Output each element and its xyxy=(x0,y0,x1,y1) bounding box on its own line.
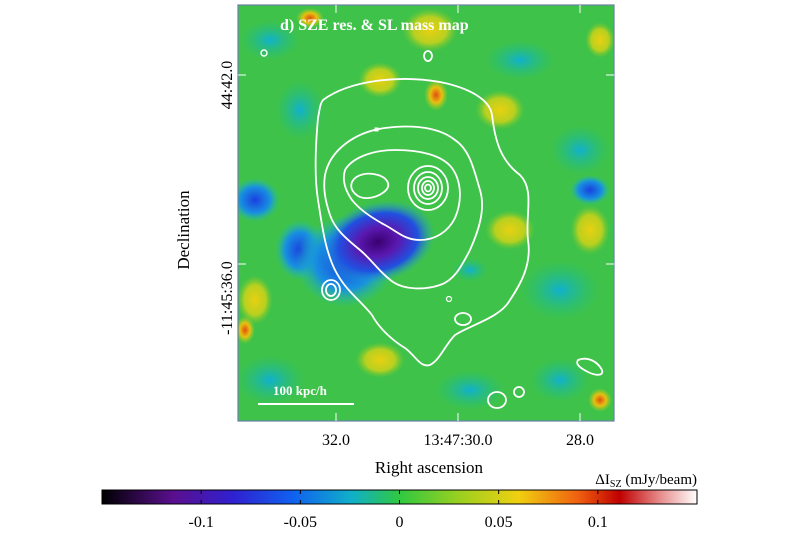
colorbar-tick-label: 0.1 xyxy=(588,514,608,531)
y-tick-label-2: -11:45:36.0 xyxy=(219,261,236,335)
scale-bar-label: 100 kpc/h xyxy=(273,383,328,398)
contour-source-2 xyxy=(454,312,472,326)
contour-source-4 xyxy=(513,386,525,398)
map-texture xyxy=(238,8,614,412)
colorbar-label: ΔISZ (mJy/beam) xyxy=(595,472,697,490)
contour-source-3 xyxy=(487,391,507,409)
colorbar-tick-label: -0.05 xyxy=(284,514,317,531)
map-frame xyxy=(237,4,615,422)
colorbar-label-prefix: ΔI xyxy=(595,472,610,488)
contour-source-8 xyxy=(445,295,453,303)
colorbar-label-unit: (mJy/beam) xyxy=(622,472,697,488)
contour-4 xyxy=(350,172,390,199)
contour-source-7 xyxy=(260,49,268,57)
y-axis-label: Declination xyxy=(174,190,193,270)
colorbar: -0.1 -0.05 0 0.05 0.1 ΔISZ (mJy/beam) xyxy=(101,472,698,531)
colorbar-ticks: -0.1 -0.05 0 0.05 0.1 xyxy=(189,490,608,531)
x-tick-label-1: 32.0 xyxy=(322,432,350,449)
contour-peak-5 xyxy=(424,183,432,193)
contour-outer xyxy=(314,78,530,367)
contour-peak-1 xyxy=(407,165,449,211)
axis-ticks xyxy=(238,5,614,421)
colorbar-tick-label: -0.1 xyxy=(189,514,214,531)
contour-source-5 xyxy=(576,357,604,376)
colorbar-label-sub: SZ xyxy=(610,479,622,490)
contour-3 xyxy=(342,149,461,241)
sze-residual-map xyxy=(238,5,614,421)
contour-2 xyxy=(323,125,483,290)
contour-peak-3 xyxy=(417,176,439,200)
colorbar-tick-label: 0 xyxy=(396,514,404,531)
contour-peak-2 xyxy=(413,171,443,205)
panel-title: d) SZE res. & SL mass map xyxy=(280,17,469,34)
x-tick-label-2: 13:47:30.0 xyxy=(424,432,493,449)
contour-source-1 xyxy=(321,279,341,301)
contour-source-6 xyxy=(423,50,433,62)
sz-decrement-core xyxy=(321,200,435,284)
mass-contours xyxy=(260,49,604,409)
map-background xyxy=(238,5,614,421)
contour-source-9 xyxy=(374,127,379,132)
x-tick-label-3: 28.0 xyxy=(566,432,594,449)
x-axis-label: Right ascension xyxy=(375,458,484,477)
colorbar-tick-label: 0.05 xyxy=(485,514,513,531)
contour-peak-4 xyxy=(421,180,435,196)
contour-source-1b xyxy=(325,283,337,297)
y-tick-label-1: 44:42.0 xyxy=(219,61,236,109)
